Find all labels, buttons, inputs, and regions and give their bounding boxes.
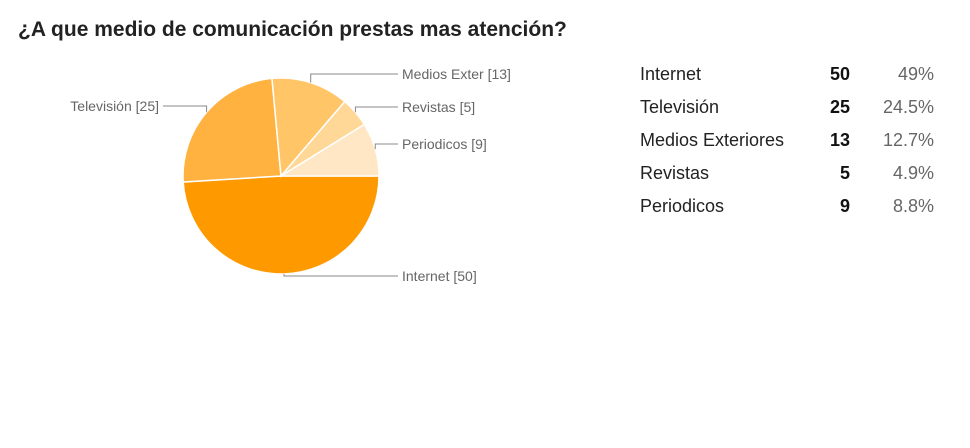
pie-leader-line-4 <box>374 143 398 150</box>
summary-count: 13 <box>829 130 850 150</box>
summary-row: Revistas 5 4.9% <box>640 157 934 190</box>
summary-percent: 8.8% <box>892 196 934 216</box>
chart-title: ¿A que medio de comunicación prestas mas… <box>18 18 567 41</box>
summary-name: Medios Exteriores <box>640 130 785 150</box>
summary-percent: 49% <box>897 64 934 84</box>
pie-slice-0 <box>182 175 380 275</box>
summary-count: 5 <box>839 163 850 183</box>
summary-name: Periodicos <box>640 196 725 216</box>
summary-count: 9 <box>839 196 850 216</box>
pie-leader-line-0 <box>283 273 398 277</box>
pie-label-1: Televisión [25] <box>70 98 159 114</box>
pie-slice-4 <box>278 123 380 177</box>
summary-row: Medios Exteriores 13 12.7% <box>640 124 934 157</box>
summary-name: Internet <box>640 64 702 84</box>
pie-leader-line-3 <box>354 106 398 113</box>
pie-label-2: Medios Exter [13] <box>402 66 511 82</box>
summary-row: Periodicos 9 8.8% <box>640 190 934 223</box>
summary-count: 25 <box>829 97 850 117</box>
pie-label-4: Periodicos [9] <box>402 136 487 152</box>
summary-percent: 4.9% <box>892 163 934 183</box>
summary-row: Televisión 25 24.5% <box>640 91 934 124</box>
summary-percent: 12.7% <box>882 130 934 150</box>
summary-name: Televisión <box>640 97 720 117</box>
summary-row: Internet 50 49% <box>640 58 934 91</box>
summary-count: 50 <box>829 64 850 84</box>
pie-leader-line-1 <box>163 105 208 113</box>
pie-label-3: Revistas [5] <box>402 99 475 115</box>
summary-table: Internet 50 49% Televisión 25 24.5% Medios Ext… <box>640 58 934 223</box>
summary-percent: 24.5% <box>882 97 934 117</box>
pie-label-0: Internet [50] <box>402 268 477 284</box>
summary-name: Revistas <box>640 163 710 183</box>
pie-slice-1 <box>182 77 282 183</box>
pie-leader-line-2 <box>310 73 398 83</box>
